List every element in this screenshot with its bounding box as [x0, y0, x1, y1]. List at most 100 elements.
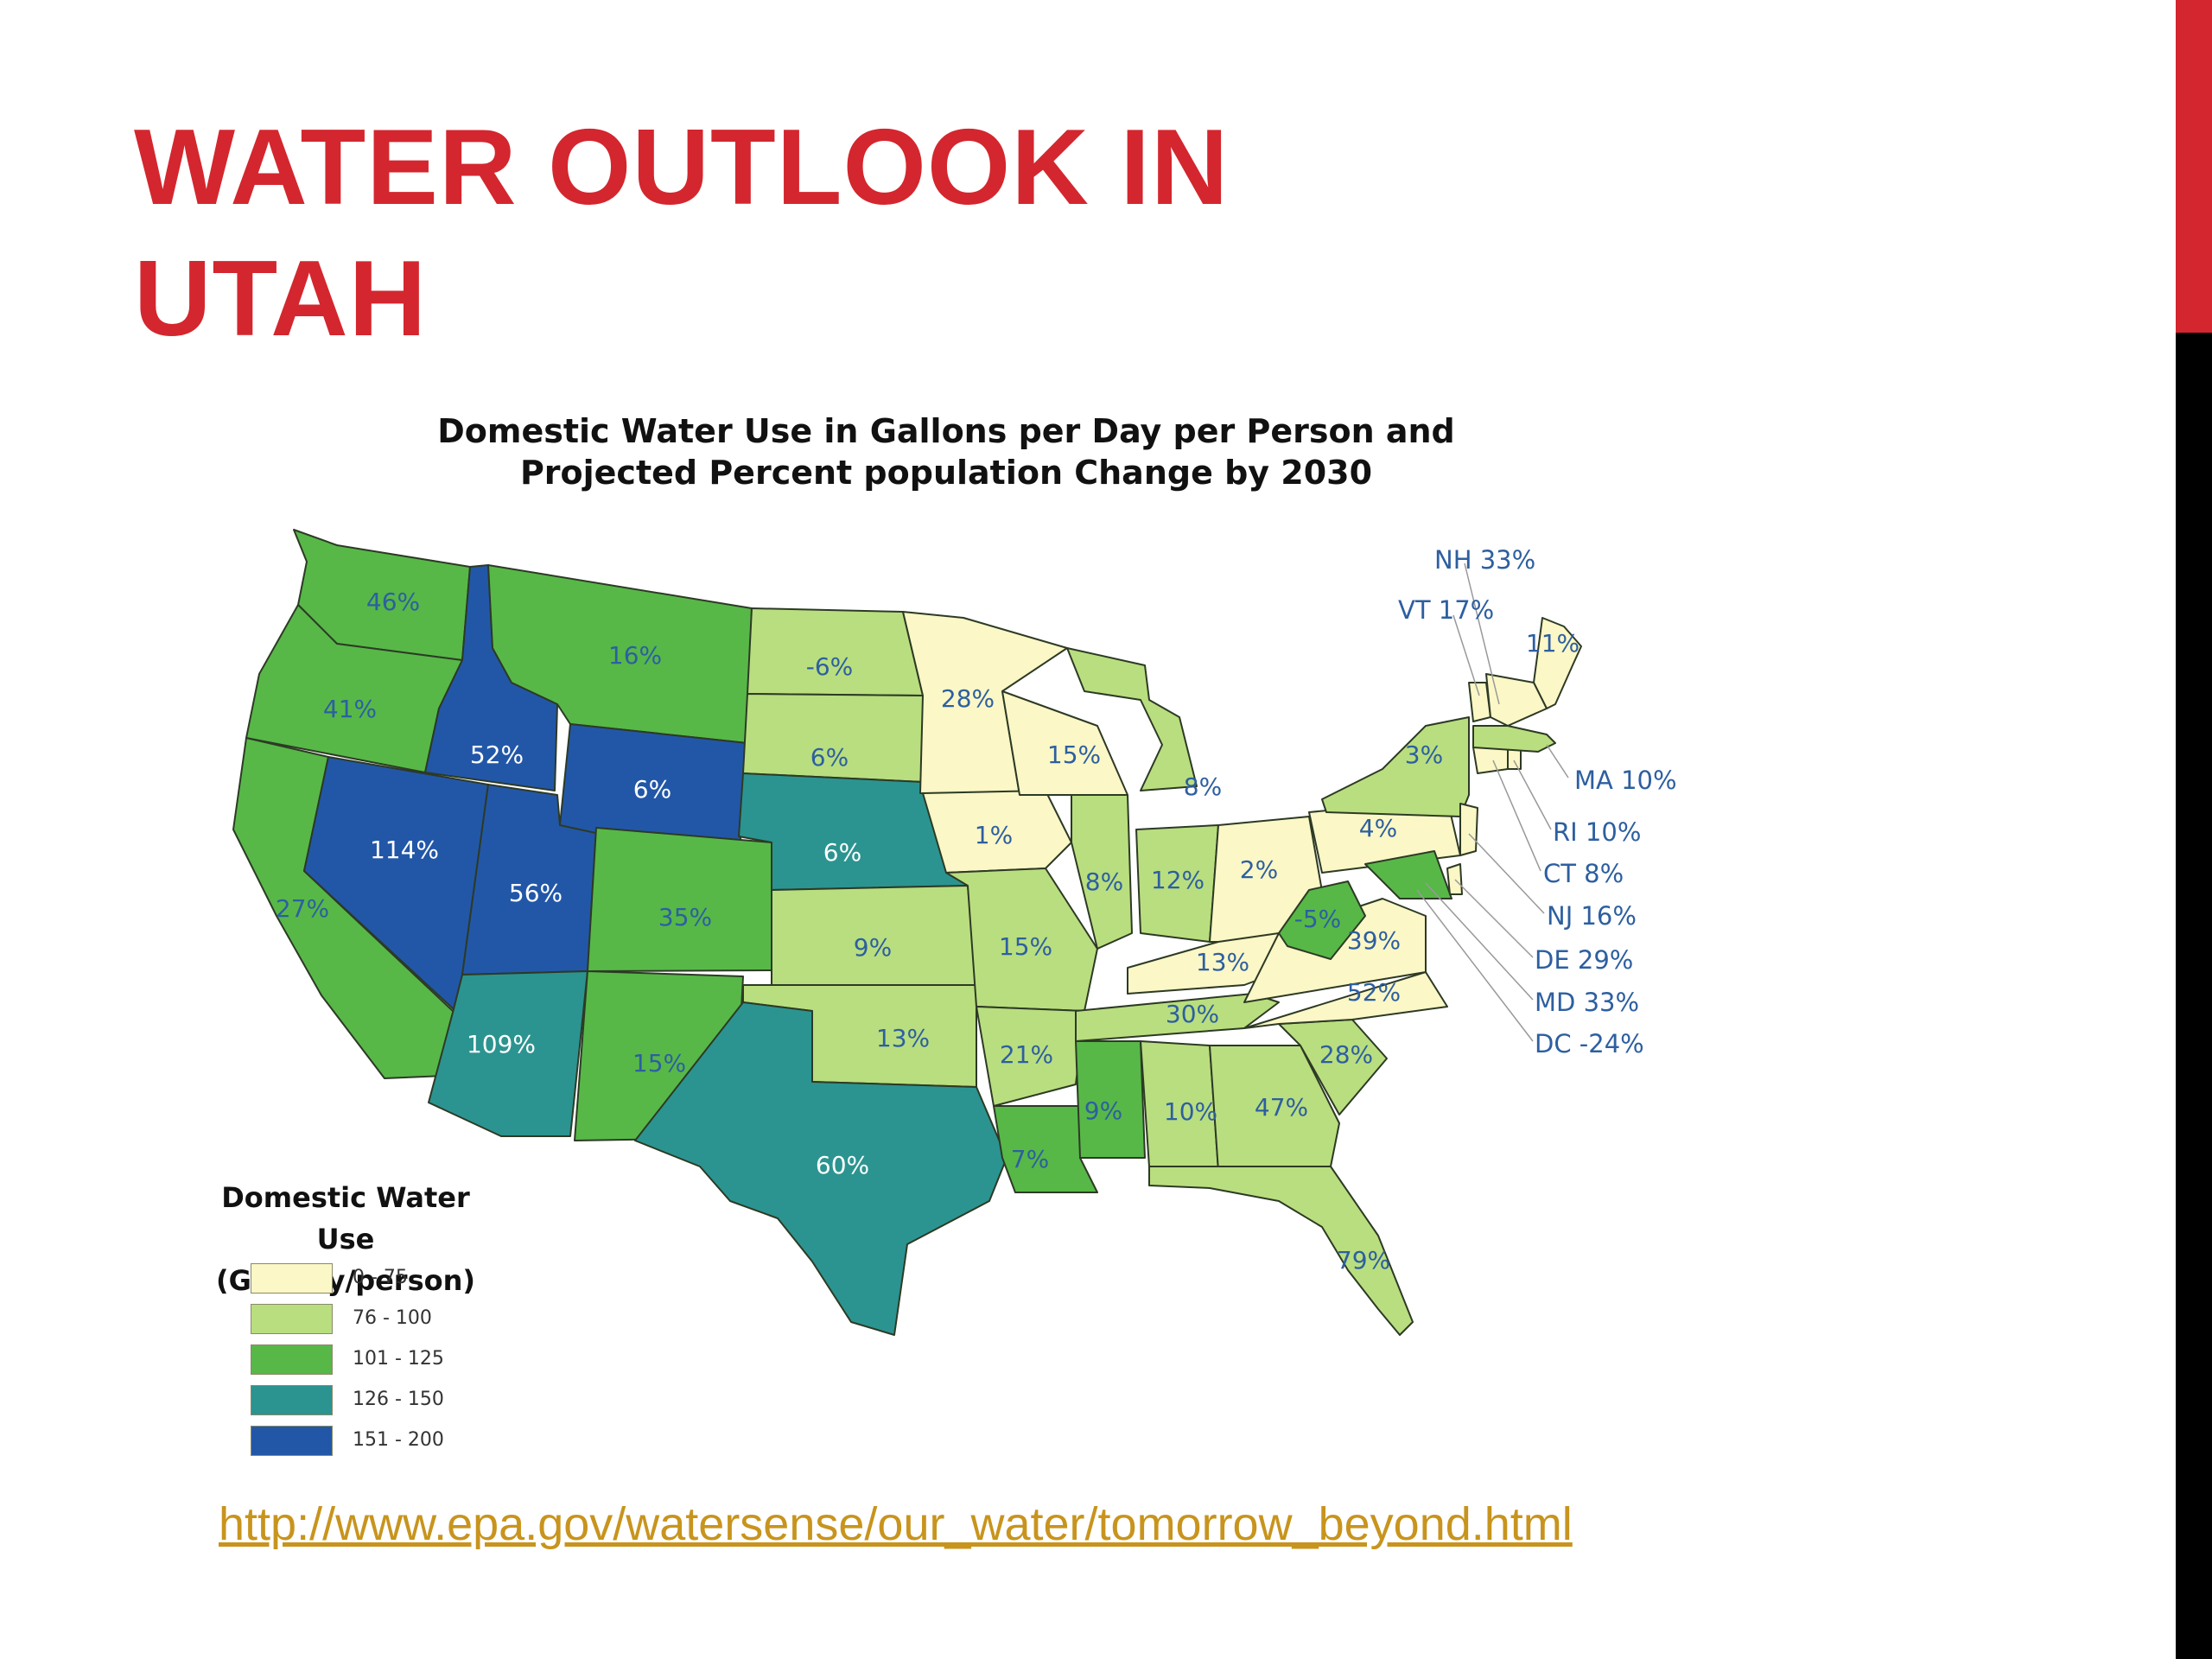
state-label-ms: 9%: [1084, 1096, 1122, 1125]
callout-label-nh: NH 33%: [1434, 545, 1535, 575]
state-label-pa: 4%: [1359, 814, 1397, 842]
legend-title: Domestic Water Use (Gal/day/person): [194, 1177, 497, 1301]
callout-leader-de: [1454, 879, 1534, 958]
state-nc: [1243, 971, 1448, 1029]
state-label-ky: 13%: [1196, 948, 1249, 976]
state-label-sc: 28%: [1319, 1040, 1373, 1069]
state-label-il: 8%: [1085, 868, 1123, 896]
source-link[interactable]: http://www.epa.gov/watersense/our_water/…: [219, 1498, 1573, 1550]
legend-label: 76 - 100: [353, 1307, 432, 1329]
state-wv: [1278, 880, 1366, 960]
state-ma: [1472, 725, 1556, 753]
accent-bar-red: [2176, 0, 2212, 333]
state-il: [1071, 794, 1133, 950]
state-label-mi: 8%: [1184, 772, 1222, 801]
state-label-al: 10%: [1164, 1097, 1217, 1126]
legend-label: 126 - 150: [353, 1389, 444, 1410]
state-label-sd: 6%: [810, 743, 849, 772]
legend-label: 101 - 125: [353, 1348, 444, 1370]
state-label-tn: 30%: [1166, 1000, 1219, 1028]
slide-title-line-2: UTAH: [134, 239, 428, 359]
callout-label-ri: RI 10%: [1553, 817, 1641, 847]
state-label-ks: 9%: [854, 933, 892, 962]
state-nj: [1459, 803, 1478, 856]
callout-leader-ma: [1546, 744, 1569, 779]
map-legend: Domestic Water Use (Gal/day/person) 0 - …: [194, 1177, 497, 1456]
callout-leader-nh: [1464, 563, 1500, 705]
callout-label-md: MD 33%: [1535, 988, 1639, 1017]
state-label-ca: 27%: [276, 894, 329, 923]
accent-bar-black: [2176, 333, 2212, 1659]
state-label-va: 39%: [1347, 926, 1401, 955]
state-de: [1446, 863, 1463, 895]
callout-label-vt: VT 17%: [1398, 595, 1494, 625]
state-ny: [1321, 716, 1470, 817]
state-label-wi: 15%: [1047, 741, 1101, 769]
legend-label: 0 - 75: [353, 1267, 408, 1288]
state-label-ny: 3%: [1405, 741, 1443, 769]
state-label-nc: 52%: [1347, 978, 1401, 1007]
legend-swatch: [251, 1304, 333, 1334]
slide-title-line-1: WATER OUTLOOK IN: [134, 108, 1230, 227]
state-md: [1364, 850, 1452, 899]
state-label-mn: 28%: [941, 684, 995, 713]
state-label-oh: 2%: [1240, 855, 1278, 884]
state-ar: [976, 1006, 1085, 1107]
callout-label-dc: DC -24%: [1535, 1029, 1644, 1058]
state-label-mt: 16%: [608, 641, 662, 670]
callout-label-de: DE 29%: [1535, 945, 1633, 975]
state-label-or: 41%: [323, 695, 377, 723]
state-label-nm: 15%: [632, 1049, 686, 1077]
state-label-la: 7%: [1011, 1145, 1049, 1173]
legend-swatch: [251, 1385, 333, 1415]
legend-title-line-1: Domestic Water Use: [221, 1181, 470, 1255]
state-label-ga: 47%: [1255, 1093, 1308, 1122]
state-label-tx: 60%: [816, 1151, 869, 1179]
legend-swatch: [251, 1426, 333, 1456]
callout-leader-ct: [1492, 760, 1541, 872]
callout-label-ma: MA 10%: [1574, 766, 1677, 795]
legend-swatch: [251, 1344, 333, 1375]
state-label-me: 11%: [1526, 629, 1580, 658]
state-ga: [1209, 1045, 1340, 1172]
state-label-wy: 6%: [633, 775, 671, 804]
state-label-ne: 6%: [823, 838, 861, 867]
state-mi: [1066, 647, 1198, 791]
state-label-nd: -6%: [806, 652, 854, 681]
state-label-az: 109%: [467, 1030, 536, 1058]
state-label-ar: 21%: [1000, 1040, 1053, 1069]
state-label-wv: -5%: [1294, 905, 1342, 933]
legend-title-line-2: (Gal/day/person): [215, 1264, 476, 1297]
callout-leader-ri: [1513, 760, 1552, 830]
state-label-ia: 1%: [975, 821, 1013, 849]
state-label-co: 35%: [658, 903, 712, 931]
state-tn: [1075, 993, 1280, 1042]
callout-leader-dc: [1416, 889, 1534, 1042]
state-ms: [1075, 1040, 1146, 1159]
legend-swatch: [251, 1263, 333, 1294]
state-label-mo: 15%: [999, 932, 1052, 961]
state-fl: [1148, 1166, 1414, 1336]
state-nh: [1485, 673, 1548, 727]
state-label-in: 12%: [1151, 866, 1205, 894]
callout-leader-vt: [1452, 614, 1480, 696]
slide-title: WATER OUTLOOK IN UTAH: [134, 102, 1229, 365]
legend-label: 151 - 200: [353, 1429, 444, 1451]
state-label-fl: 79%: [1337, 1246, 1390, 1274]
state-label-ut: 56%: [509, 879, 563, 907]
state-label-wa: 46%: [366, 588, 420, 616]
map-title-line-2: Projected Percent population Change by 2…: [519, 454, 1373, 492]
state-label-nv: 114%: [370, 836, 439, 864]
state-ct: [1472, 747, 1509, 774]
callout-label-ct: CT 8%: [1543, 859, 1624, 888]
map-title: Domestic Water Use in Gallons per Day pe…: [346, 410, 1547, 493]
state-label-ok: 13%: [876, 1024, 930, 1052]
state-label-id: 52%: [470, 741, 524, 769]
state-tx: [634, 1001, 1007, 1336]
state-co: [587, 827, 772, 972]
callout-leader-nj: [1468, 833, 1545, 914]
callout-leader-md: [1425, 882, 1534, 1001]
callout-label-nj: NJ 16%: [1547, 901, 1637, 931]
map-title-line-1: Domestic Water Use in Gallons per Day pe…: [437, 412, 1455, 450]
